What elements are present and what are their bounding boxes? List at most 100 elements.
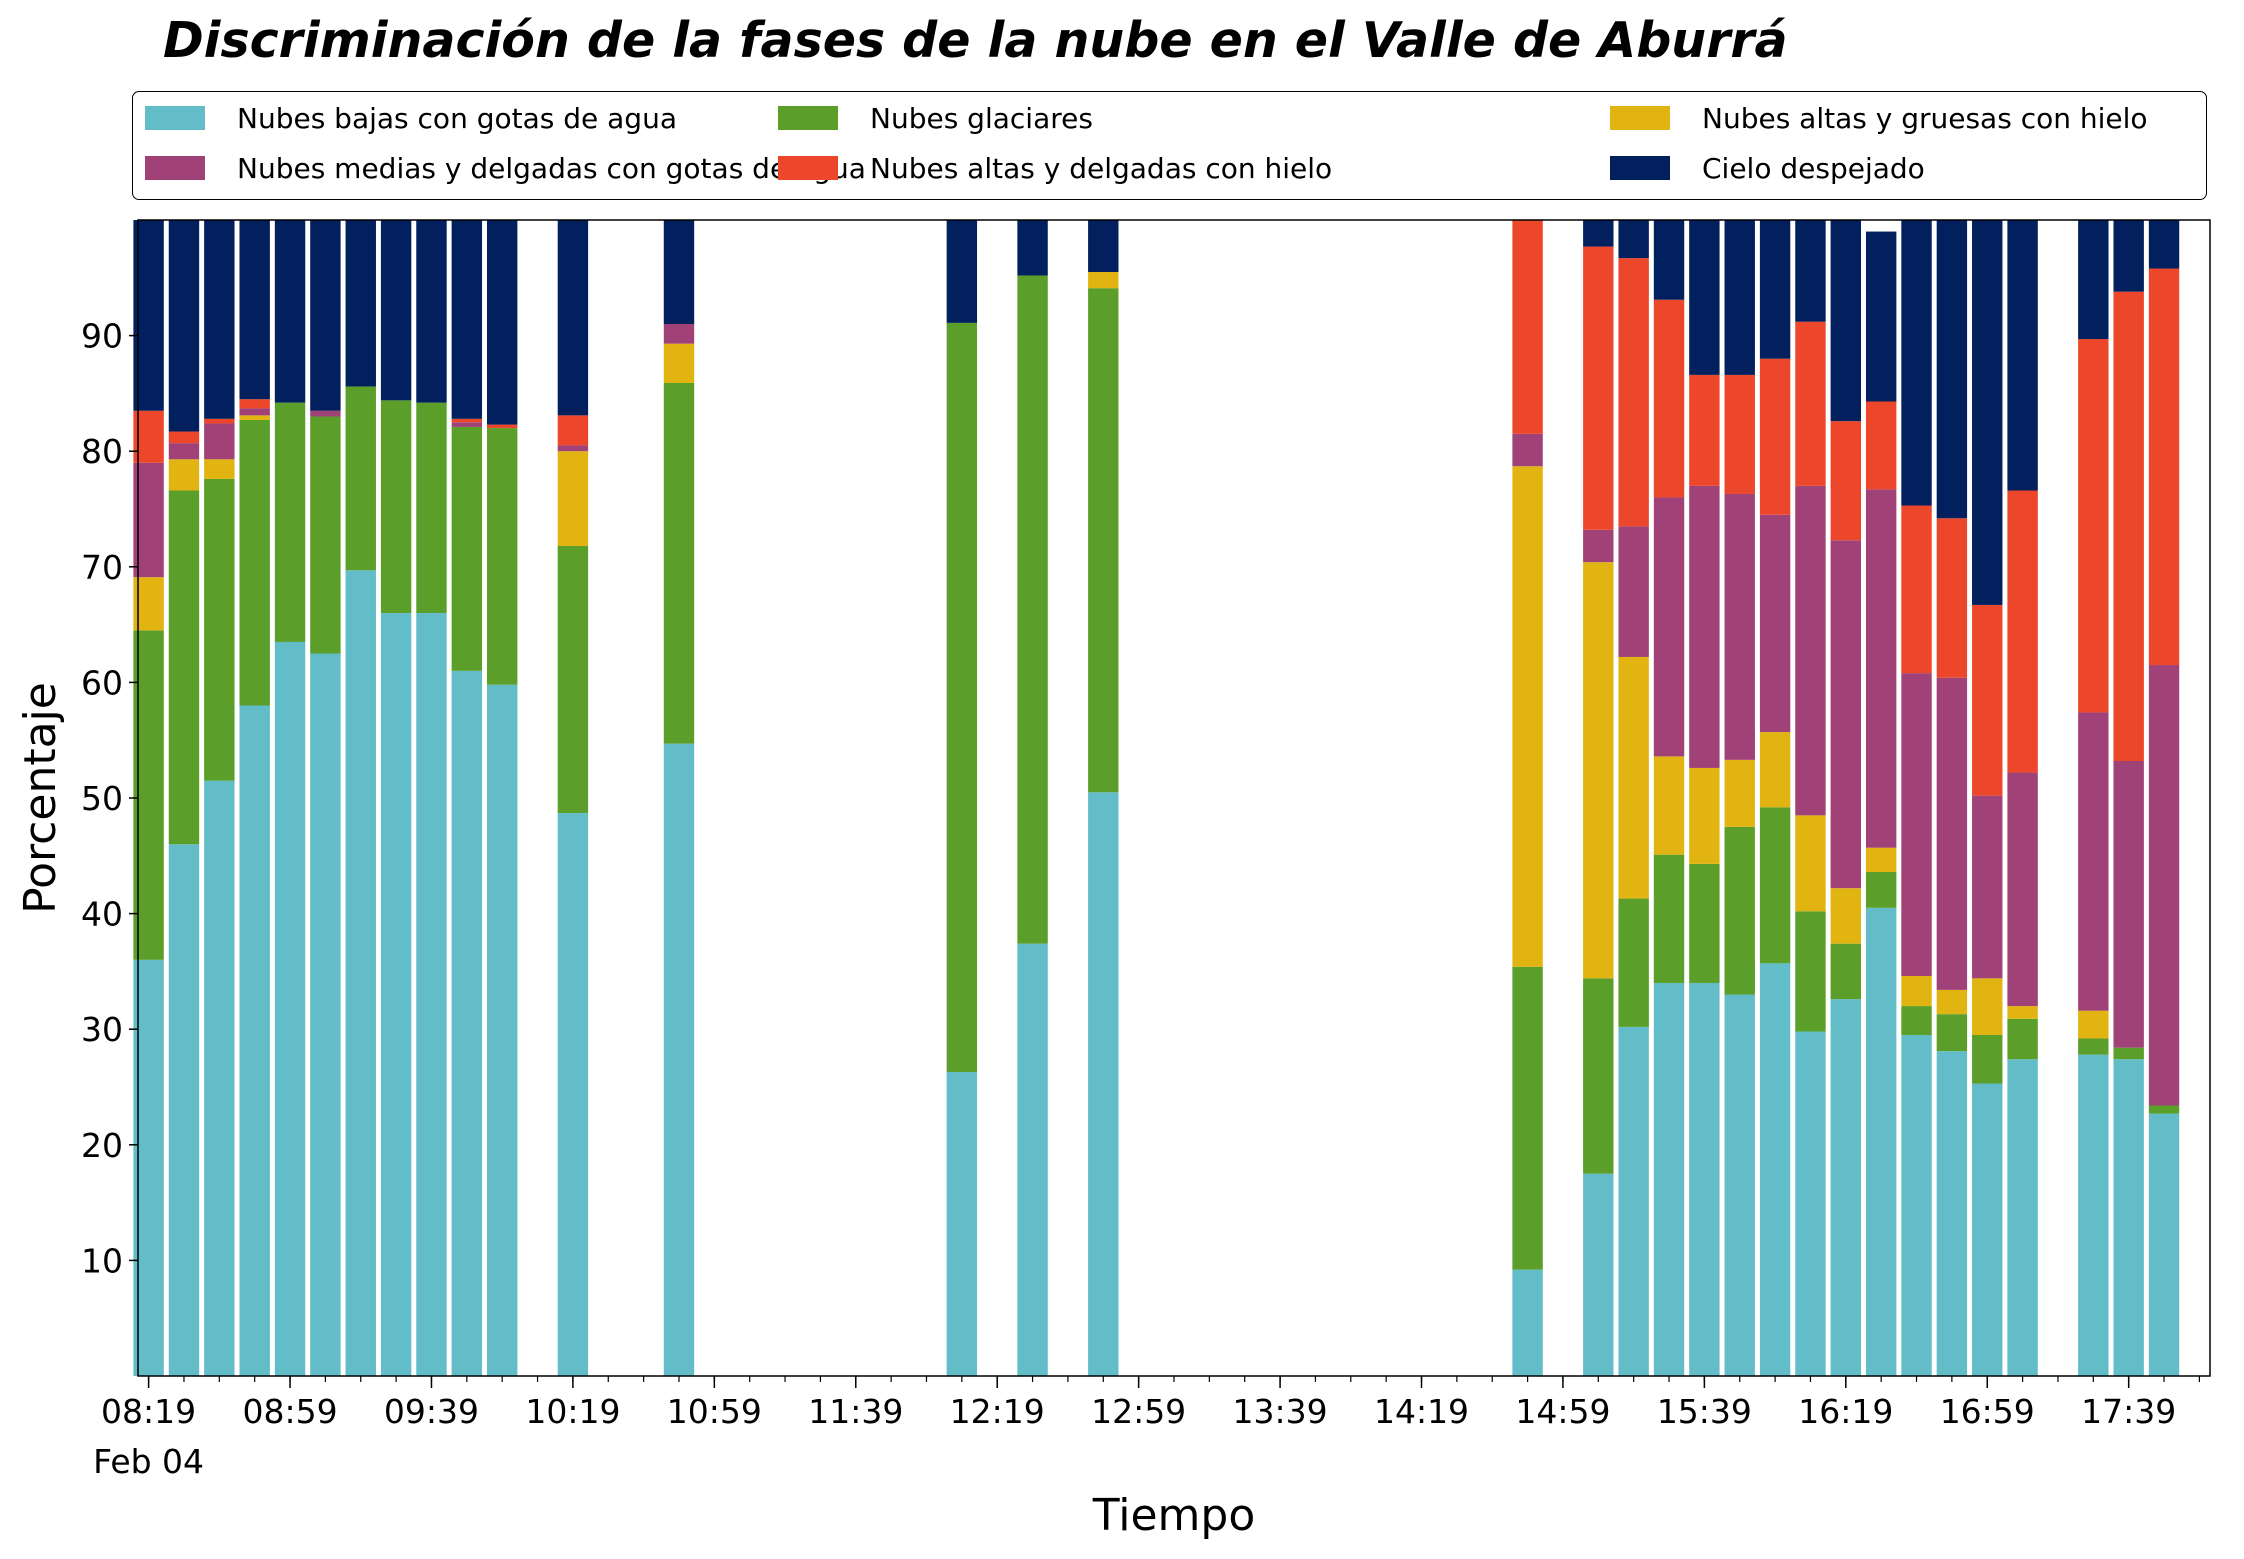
bar-segment	[1618, 526, 1649, 657]
bar-segment	[946, 322, 978, 1072]
bar-segment	[1972, 1034, 2003, 1084]
bar-segment	[2078, 339, 2109, 713]
bar-segment	[1901, 673, 1932, 977]
x-tick-label: 13:39	[1233, 1392, 1328, 1431]
bar-segment	[1583, 529, 1614, 563]
bar-segment	[663, 382, 695, 744]
bar-segment	[1865, 401, 1897, 490]
bar-segment	[2078, 712, 2109, 1011]
x-tick-label: 10:59	[667, 1392, 762, 1431]
bars-group	[133, 220, 2180, 1376]
legend-swatch	[145, 106, 205, 130]
chart-title: Discriminación de la fases de la nube en…	[163, 12, 1788, 69]
bar-segment	[1618, 1026, 1649, 1376]
bar-segment	[168, 459, 200, 491]
bar-segment	[1830, 220, 1862, 422]
legend-item: Nubes altas y gruesas con hielo	[1610, 98, 2148, 138]
bar-segment	[1830, 421, 1862, 541]
x-tick-label: 09:39	[384, 1392, 479, 1431]
bar-segment	[1830, 540, 1862, 889]
bar-segment	[1972, 1083, 2003, 1376]
bar-segment	[486, 428, 518, 685]
bar-segment	[1618, 656, 1649, 899]
y-axis-title: Porcentaje	[15, 682, 66, 914]
bar-segment	[168, 431, 200, 444]
bar-segment	[274, 402, 306, 642]
bar-segment	[451, 418, 483, 423]
bar-segment	[1512, 966, 1543, 1270]
bar-segment	[1653, 220, 1685, 300]
bar-segment	[1830, 999, 1862, 1376]
bar-segment	[1618, 258, 1649, 527]
y-tick-label: 60	[81, 663, 123, 702]
bar-segment	[663, 324, 695, 344]
bar-segment	[1512, 220, 1543, 434]
bar-segment	[345, 220, 376, 387]
bar-segment	[1088, 288, 1119, 793]
legend-item: Nubes altas y delgadas con hielo	[778, 148, 1332, 188]
bar-segment	[1583, 1173, 1614, 1376]
bar-segment	[1865, 489, 1897, 848]
bar-segment	[1583, 978, 1614, 1174]
bar-segment	[2113, 291, 2144, 762]
bar-segment	[1830, 888, 1862, 944]
bar-segment	[380, 220, 412, 401]
bar-segment	[486, 684, 518, 1376]
legend-swatch	[778, 106, 838, 130]
bar-segment	[380, 400, 412, 614]
bar-segment	[1936, 518, 1968, 678]
bar-segment	[486, 220, 518, 425]
bar-segment	[1936, 989, 1968, 1015]
bar-segment	[1972, 978, 2003, 1035]
bar-segment	[1795, 815, 1826, 912]
plot-frame	[137, 219, 2211, 1377]
bar-segment	[2078, 1010, 2109, 1039]
bar-segment	[486, 424, 518, 429]
bar-segment	[2007, 1006, 2038, 1019]
bar-segment	[1901, 505, 1932, 674]
bar-segment	[1583, 246, 1614, 530]
bar-segment	[168, 220, 200, 432]
x-tick-label: 10:19	[525, 1392, 620, 1431]
bar-segment	[1759, 358, 1791, 515]
bar-segment	[1583, 562, 1614, 979]
bar-segment	[946, 220, 978, 323]
bar-segment	[2148, 220, 2180, 269]
y-axis: 10 20 30 40 50 60 70 80 90	[81, 317, 138, 1280]
bar-segment	[1865, 847, 1897, 872]
bar-segment	[557, 545, 589, 814]
bar-segment	[168, 443, 200, 460]
x-date-label: Feb 04	[93, 1442, 204, 1481]
bar-segment	[2078, 220, 2109, 340]
bar-segment	[416, 220, 447, 403]
y-tick-label: 70	[81, 548, 123, 587]
legend-label: Nubes altas y gruesas con hielo	[1702, 101, 2148, 135]
bar-segment	[204, 418, 235, 424]
bar-segment	[451, 426, 483, 671]
bar-segment	[1689, 485, 1720, 768]
y-tick-label: 20	[81, 1126, 123, 1165]
bar-segment	[239, 408, 270, 416]
x-axis: 08:19 08:59 09:39 10:19 10:59 11:39 12:19 12:59…	[93, 1376, 2200, 1481]
bar-segment	[663, 743, 695, 1376]
bar-segment	[204, 780, 235, 1376]
bar-segment	[204, 459, 235, 479]
bar-segment	[663, 343, 695, 383]
bar-segment	[1724, 994, 1755, 1376]
chart-legend: Nubes bajas con gotas de agua Nubes glaci…	[132, 91, 2207, 200]
bar-segment	[274, 641, 306, 1376]
legend-swatch	[1610, 106, 1670, 130]
bar-segment	[1088, 272, 1119, 289]
bar-segment	[557, 415, 589, 446]
y-tick-label: 50	[81, 779, 123, 818]
bar-segment	[239, 399, 270, 409]
bar-segment	[2148, 268, 2180, 666]
bar-segment	[663, 220, 695, 325]
bar-segment	[1689, 863, 1720, 983]
bar-segment	[2007, 772, 2038, 1007]
bar-segment	[1653, 854, 1685, 983]
bar-segment	[1759, 220, 1791, 359]
bar-segment	[1795, 485, 1826, 816]
bar-segment	[274, 220, 306, 403]
bar-segment	[310, 220, 341, 411]
